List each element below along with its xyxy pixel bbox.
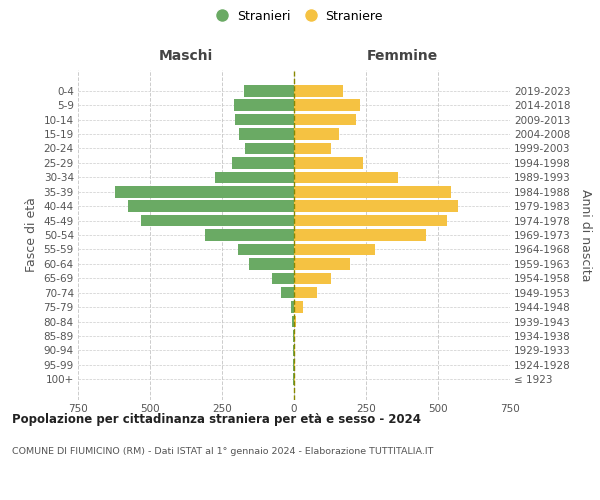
Bar	[215, 172, 294, 183]
Bar	[293, 330, 294, 342]
Bar	[294, 100, 360, 111]
Bar	[294, 157, 363, 168]
Bar	[232, 157, 294, 168]
Text: Femmine: Femmine	[367, 48, 437, 62]
Bar	[294, 316, 296, 328]
Bar	[250, 258, 294, 270]
Bar	[115, 186, 294, 198]
Text: Maschi: Maschi	[159, 48, 213, 62]
Bar	[272, 272, 294, 284]
Bar	[238, 244, 294, 255]
Bar	[294, 229, 427, 241]
Bar	[245, 142, 294, 154]
Bar	[294, 258, 350, 270]
Bar	[294, 186, 451, 198]
Bar	[292, 316, 294, 328]
Bar	[294, 302, 302, 313]
Bar	[294, 142, 331, 154]
Bar	[239, 128, 294, 140]
Bar	[294, 330, 295, 342]
Bar	[290, 302, 294, 313]
Bar	[294, 128, 338, 140]
Bar	[128, 200, 294, 212]
Y-axis label: Anni di nascita: Anni di nascita	[579, 188, 592, 281]
Bar	[294, 85, 343, 96]
Bar	[233, 100, 294, 111]
Bar	[294, 200, 458, 212]
Bar	[294, 215, 446, 226]
Y-axis label: Fasce di età: Fasce di età	[25, 198, 38, 272]
Bar	[294, 272, 331, 284]
Bar	[205, 229, 294, 241]
Text: Popolazione per cittadinanza straniera per età e sesso - 2024: Popolazione per cittadinanza straniera p…	[12, 412, 421, 426]
Bar	[142, 215, 294, 226]
Text: COMUNE DI FIUMICINO (RM) - Dati ISTAT al 1° gennaio 2024 - Elaborazione TUTTITAL: COMUNE DI FIUMICINO (RM) - Dati ISTAT al…	[12, 448, 433, 456]
Legend: Stranieri, Straniere: Stranieri, Straniere	[213, 6, 387, 26]
Bar	[244, 85, 294, 96]
Bar	[281, 287, 294, 298]
Bar	[294, 287, 317, 298]
Bar	[235, 114, 294, 126]
Bar	[294, 172, 398, 183]
Bar	[294, 114, 356, 126]
Bar	[294, 244, 374, 255]
